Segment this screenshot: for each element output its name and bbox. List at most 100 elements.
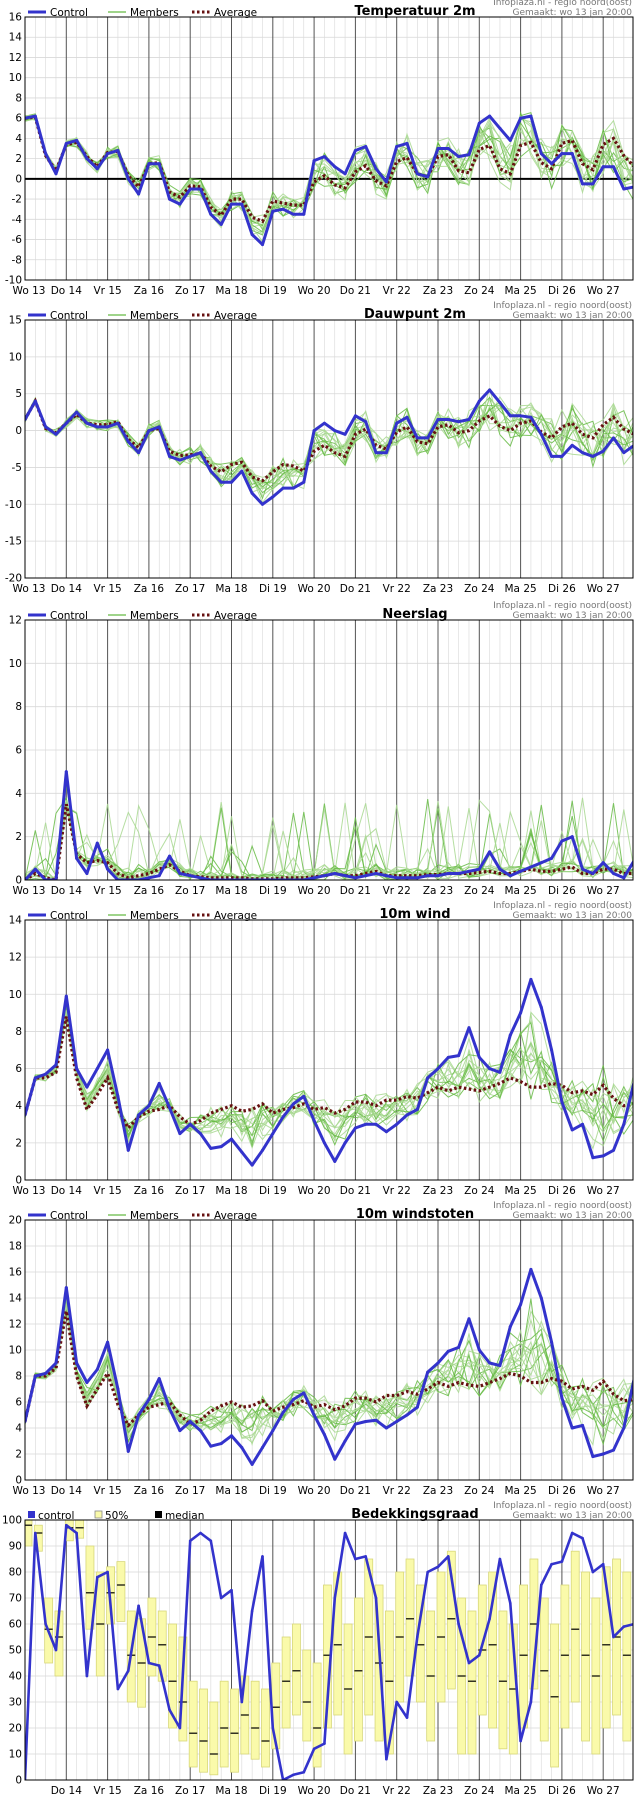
average-line bbox=[25, 803, 633, 880]
control-point bbox=[508, 1033, 512, 1037]
x-tick-label: Zo 17 bbox=[175, 885, 205, 897]
control-point bbox=[188, 454, 192, 458]
x-tick-label: Za 23 bbox=[423, 1185, 453, 1197]
control-point bbox=[333, 1159, 337, 1163]
average-line bbox=[25, 115, 633, 224]
control-point bbox=[395, 1122, 399, 1126]
control-point bbox=[230, 1588, 233, 1592]
control-point bbox=[260, 502, 264, 506]
band-box bbox=[467, 1610, 477, 1755]
control-point bbox=[415, 172, 419, 176]
control-line bbox=[25, 388, 633, 506]
y-tick-label: 10 bbox=[9, 658, 22, 670]
control-point bbox=[384, 1426, 388, 1430]
x-tick-label: Do 14 bbox=[51, 1785, 83, 1797]
control-point bbox=[364, 420, 368, 424]
y-tick-label: 16 bbox=[9, 1267, 23, 1279]
legend-median-swatch bbox=[155, 1511, 162, 1518]
control-point bbox=[271, 209, 275, 213]
control-point bbox=[199, 187, 203, 191]
control-point bbox=[436, 874, 440, 878]
control-point bbox=[85, 1381, 89, 1384]
control-point bbox=[415, 876, 419, 880]
control-point bbox=[271, 1726, 275, 1730]
control-point bbox=[157, 1377, 161, 1381]
control-point bbox=[240, 1700, 244, 1704]
legend-median: median bbox=[165, 1510, 204, 1522]
y-tick-label: 14 bbox=[9, 32, 23, 44]
member-line bbox=[25, 1306, 633, 1434]
control-point bbox=[581, 1122, 585, 1126]
x-tick-label: Wo 27 bbox=[587, 1785, 620, 1797]
x-tick-label: Wo 13 bbox=[13, 285, 46, 297]
control-point bbox=[374, 872, 378, 875]
control-point bbox=[240, 1446, 244, 1449]
x-tick-label: Wo 13 bbox=[13, 583, 46, 595]
control-point bbox=[312, 876, 316, 880]
control-point bbox=[199, 876, 203, 880]
source-credit: Infoplaza.nl - regio noord(oost) bbox=[493, 0, 632, 8]
control-point bbox=[601, 1562, 605, 1566]
band-box bbox=[85, 1545, 95, 1630]
control-point bbox=[405, 415, 409, 419]
y-tick-label: -8 bbox=[12, 254, 22, 266]
x-tick-label: Za 16 bbox=[134, 1785, 165, 1797]
plot-frame bbox=[24, 319, 634, 579]
y-tick-label: 10 bbox=[9, 989, 22, 1001]
control-point bbox=[291, 1397, 295, 1401]
x-tick-label: Za 23 bbox=[423, 1785, 453, 1797]
control-point bbox=[271, 495, 275, 499]
y-tick-label: 12 bbox=[9, 1319, 22, 1331]
control-point bbox=[343, 1439, 347, 1443]
control-point bbox=[291, 1102, 295, 1106]
source-credit: Infoplaza.nl - regio noord(oost) bbox=[493, 601, 632, 611]
x-tick-label: Zo 17 bbox=[175, 583, 205, 595]
legend-average: Average bbox=[214, 310, 257, 322]
y-tick-label: 10 bbox=[9, 1749, 22, 1761]
control-point bbox=[446, 1055, 450, 1059]
control-point bbox=[436, 147, 440, 150]
control-point bbox=[64, 141, 68, 145]
legend-control: control bbox=[38, 1510, 74, 1522]
y-tick-label: -5 bbox=[12, 462, 22, 474]
x-tick-label: Di 26 bbox=[548, 1485, 576, 1497]
control-point bbox=[75, 1531, 78, 1535]
control-point bbox=[488, 1617, 491, 1621]
control-point bbox=[75, 1361, 79, 1365]
control-point bbox=[457, 1345, 461, 1349]
control-point bbox=[384, 451, 388, 455]
y-tick-label: 8 bbox=[15, 1026, 22, 1038]
x-tick-label: Wo 27 bbox=[587, 1185, 620, 1197]
x-tick-label: Do 21 bbox=[340, 285, 371, 297]
control-point bbox=[405, 141, 409, 145]
band-box bbox=[271, 1662, 281, 1750]
chart-title: 10m wind bbox=[379, 907, 450, 922]
plot-data bbox=[25, 1520, 633, 1780]
control-point bbox=[457, 155, 461, 159]
control-point bbox=[519, 414, 523, 418]
control-point bbox=[446, 1349, 450, 1353]
control-point bbox=[374, 1122, 378, 1126]
band-box bbox=[261, 1688, 270, 1768]
control-point bbox=[250, 1462, 254, 1466]
control-point bbox=[312, 1119, 316, 1123]
control-point bbox=[116, 1387, 120, 1391]
control-point bbox=[106, 1340, 110, 1344]
band-box bbox=[281, 1636, 291, 1729]
x-tick-label: Wo 13 bbox=[13, 1485, 46, 1497]
control-point bbox=[147, 1104, 151, 1108]
control-point bbox=[65, 1523, 68, 1527]
control-point bbox=[209, 212, 213, 216]
y-tick-label: 4 bbox=[15, 788, 22, 800]
band-box bbox=[581, 1571, 590, 1742]
control-point bbox=[364, 1420, 368, 1423]
control-point bbox=[302, 212, 306, 216]
control-point bbox=[343, 874, 347, 878]
y-tick-label: 0 bbox=[15, 173, 22, 185]
control-point bbox=[477, 121, 481, 125]
band-box bbox=[25, 1520, 33, 1547]
control-point bbox=[333, 429, 337, 433]
control-point bbox=[570, 1426, 574, 1430]
average-line bbox=[25, 1016, 633, 1131]
control-point bbox=[312, 1747, 316, 1751]
